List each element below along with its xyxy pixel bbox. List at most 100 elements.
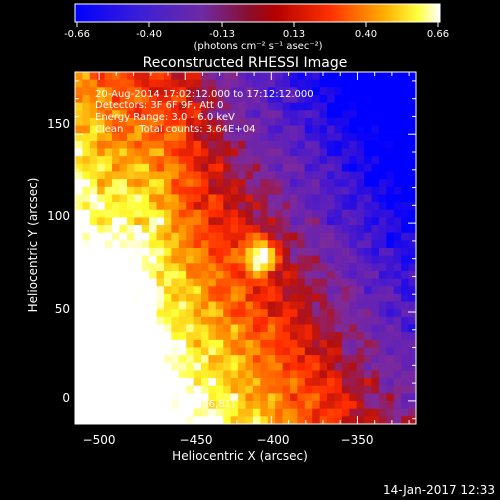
heatmap-cell	[297, 79, 306, 88]
heatmap-cell	[245, 209, 254, 218]
heatmap-cell	[193, 217, 202, 226]
heatmap-cell	[193, 225, 202, 234]
heatmap-cell	[334, 87, 343, 96]
heatmap-cell	[267, 332, 276, 341]
heatmap-cell	[238, 209, 247, 218]
heatmap-cell	[171, 393, 180, 402]
heatmap-cell	[82, 416, 91, 424]
heatmap-cell	[275, 225, 284, 234]
heatmap-cell	[297, 408, 306, 417]
heatmap-cell	[371, 140, 380, 150]
heatmap-cell	[208, 102, 217, 111]
heatmap-cell	[215, 148, 224, 157]
heatmap-cell	[186, 332, 195, 341]
heatmap-cell	[178, 255, 187, 264]
heatmap-cell	[223, 278, 232, 287]
heatmap-cell	[193, 102, 202, 111]
heatmap-cell	[230, 293, 239, 303]
heatmap-cell	[89, 355, 98, 364]
heatmap-cell	[371, 293, 380, 303]
heatmap-cell	[186, 378, 195, 387]
heatmap-cell	[97, 339, 106, 349]
heatmap-cell	[178, 301, 187, 310]
heatmap-cell	[75, 79, 84, 88]
heatmap-cell	[245, 355, 254, 364]
heatmap-cell	[193, 408, 202, 417]
heatmap-cell	[119, 370, 128, 379]
heatmap-cell	[408, 225, 416, 234]
heatmap-cell	[215, 87, 224, 96]
heatmap-cell	[334, 156, 343, 165]
heatmap-cell	[386, 248, 395, 257]
heatmap-cell	[82, 171, 91, 180]
heatmap-cell	[364, 408, 373, 417]
heatmap-cell	[89, 163, 98, 173]
heatmap-cell	[401, 140, 410, 150]
heatmap-cell	[75, 401, 84, 410]
heatmap-cell	[178, 217, 187, 226]
heatmap-cell	[378, 202, 387, 211]
heatmap-cell	[319, 156, 328, 165]
heatmap-cell	[341, 232, 350, 241]
colorbar-tick-3: 0.13	[283, 29, 305, 40]
heatmap-cell	[289, 324, 298, 333]
heatmap-cell	[275, 316, 284, 326]
heatmap-cell	[252, 179, 261, 188]
heatmap-cell	[141, 416, 150, 424]
heatmap-cell	[75, 286, 84, 295]
heatmap-cell	[156, 171, 165, 180]
heatmap-cell	[334, 286, 343, 295]
heatmap-cell	[112, 140, 121, 150]
heatmap-cell	[149, 217, 158, 226]
heatmap-cell	[223, 202, 232, 211]
heatmap-cell	[134, 133, 143, 142]
heatmap-cell	[201, 217, 210, 226]
heatmap-cell	[75, 370, 84, 379]
heatmap-cell	[393, 194, 402, 203]
heatmap-cell	[119, 225, 128, 234]
heatmap-cell	[275, 110, 284, 119]
heatmap-cell	[393, 240, 402, 249]
heatmap-cell	[104, 79, 113, 88]
heatmap-cell	[163, 72, 172, 81]
heatmap-cell	[393, 293, 402, 303]
heatmap-cell	[126, 416, 135, 424]
heatmap-cell	[75, 316, 84, 326]
heatmap-cell	[82, 117, 91, 127]
heatmap-cell	[252, 140, 261, 150]
heatmap-cell	[171, 401, 180, 410]
heatmap-cell	[364, 401, 373, 410]
heatmap-cell	[163, 408, 172, 417]
heatmap-cell	[149, 309, 158, 318]
heatmap-cell	[75, 156, 84, 165]
footer-timestamp: 14-Jan-2017 12:33	[383, 483, 495, 497]
heatmap-cell	[208, 186, 217, 196]
heatmap-cell	[341, 255, 350, 264]
heatmap-cell	[193, 263, 202, 272]
heatmap-cell	[267, 293, 276, 303]
heatmap-cell	[215, 140, 224, 150]
heatmap-cell	[245, 293, 254, 303]
heatmap-cell	[171, 79, 180, 88]
heatmap-cell	[371, 110, 380, 119]
heatmap-cell	[371, 194, 380, 203]
heatmap-cell	[260, 163, 269, 173]
heatmap-cell	[245, 232, 254, 241]
heatmap-cell	[327, 94, 336, 104]
heatmap-cell	[201, 209, 210, 218]
heatmap-cell	[141, 202, 150, 211]
heatmap-cell	[393, 248, 402, 257]
heatmap-cell	[186, 209, 195, 218]
heatmap-cell	[82, 332, 91, 341]
heatmap-cell	[201, 248, 210, 257]
heatmap-cell	[408, 110, 416, 119]
heatmap-cell	[341, 72, 350, 81]
heatmap-cell	[171, 87, 180, 96]
heatmap-cell	[334, 393, 343, 402]
heatmap-cell	[275, 270, 284, 280]
heatmap-cell	[141, 171, 150, 180]
heatmap-cell	[260, 339, 269, 349]
heatmap-cell	[364, 370, 373, 379]
heatmap-cell	[112, 362, 121, 372]
heatmap-cell	[141, 270, 150, 280]
